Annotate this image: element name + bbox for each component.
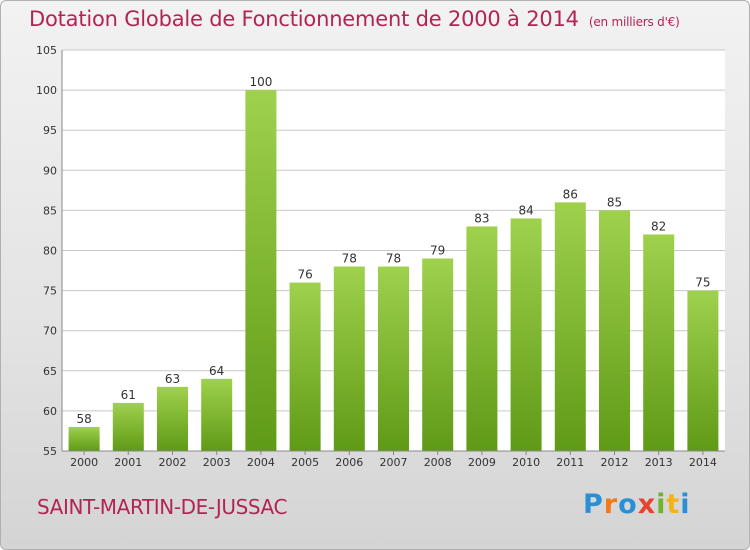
x-tick-label-2013: 2013 — [645, 456, 673, 469]
value-label-2012: 85 — [607, 195, 622, 209]
y-tick-label: 80 — [43, 245, 57, 258]
bar-2007[interactable] — [378, 266, 409, 451]
y-tick-label: 55 — [43, 445, 57, 458]
bar-2002[interactable] — [157, 386, 188, 451]
bar-2001[interactable] — [112, 402, 144, 451]
bar-2006[interactable] — [333, 266, 365, 451]
value-label-2008: 79 — [430, 244, 445, 258]
value-label-2006: 78 — [342, 252, 357, 266]
x-tick-label-2011: 2011 — [556, 456, 584, 469]
x-tick-label-2010: 2010 — [512, 456, 540, 469]
y-tick-label: 75 — [43, 285, 57, 298]
value-label-2004: 100 — [249, 75, 272, 89]
bar-2009[interactable] — [466, 226, 498, 451]
x-tick-label-2014: 2014 — [689, 456, 717, 469]
value-label-2013: 82 — [651, 219, 666, 233]
x-tick-label-2003: 2003 — [203, 456, 231, 469]
y-tick-label: 95 — [43, 124, 57, 137]
y-tick-label: 65 — [43, 365, 57, 378]
value-label-2005: 76 — [297, 268, 312, 282]
bar-2004[interactable] — [245, 90, 277, 451]
value-label-2014: 75 — [695, 276, 710, 290]
chart-title: Dotation Globale de Fonctionnement de 20… — [29, 7, 680, 31]
x-tick-label-2006: 2006 — [335, 456, 363, 469]
x-tick-label-2001: 2001 — [114, 456, 142, 469]
x-tick-label-2004: 2004 — [247, 456, 275, 469]
x-tick-label-2000: 2000 — [70, 456, 98, 469]
value-label-2002: 63 — [165, 372, 180, 386]
y-tick-label: 60 — [43, 405, 57, 418]
x-tick-label-2005: 2005 — [291, 456, 319, 469]
bar-2003[interactable] — [201, 378, 233, 451]
commune-name: SAINT-MARTIN-DE-JUSSAC — [37, 495, 288, 519]
bar-2014[interactable] — [687, 290, 719, 451]
y-tick-label: 85 — [43, 204, 57, 217]
bar-2000[interactable] — [68, 426, 100, 451]
value-label-2009: 83 — [474, 211, 489, 225]
bar-2011[interactable] — [554, 202, 586, 451]
unit-label: (en milliers d'€) — [588, 15, 680, 29]
proxiti-logo[interactable]: Proxiti — [583, 489, 691, 520]
value-label-2000: 58 — [76, 412, 91, 426]
y-tick-label: 70 — [43, 325, 57, 338]
x-tick-label-2008: 2008 — [424, 456, 452, 469]
y-tick-label: 100 — [36, 84, 57, 97]
value-label-2011: 86 — [563, 187, 578, 201]
bar-2008[interactable] — [422, 258, 454, 451]
bar-2013[interactable] — [643, 234, 675, 451]
bar-2012[interactable] — [599, 210, 630, 451]
y-tick-label: 90 — [43, 164, 57, 177]
title-text: Dotation Globale de Fonctionnement de 20… — [29, 7, 579, 31]
x-tick-label-2002: 2002 — [159, 456, 187, 469]
value-label-2001: 61 — [121, 388, 136, 402]
x-tick-label-2012: 2012 — [601, 456, 629, 469]
value-label-2007: 78 — [386, 252, 401, 266]
x-tick-label-2007: 2007 — [380, 456, 408, 469]
bar-2010[interactable] — [510, 218, 542, 451]
x-tick-label-2009: 2009 — [468, 456, 496, 469]
y-tick-label: 105 — [36, 44, 57, 57]
value-label-2010: 84 — [518, 203, 533, 217]
bar-2005[interactable] — [289, 282, 321, 451]
value-label-2003: 64 — [209, 364, 224, 378]
